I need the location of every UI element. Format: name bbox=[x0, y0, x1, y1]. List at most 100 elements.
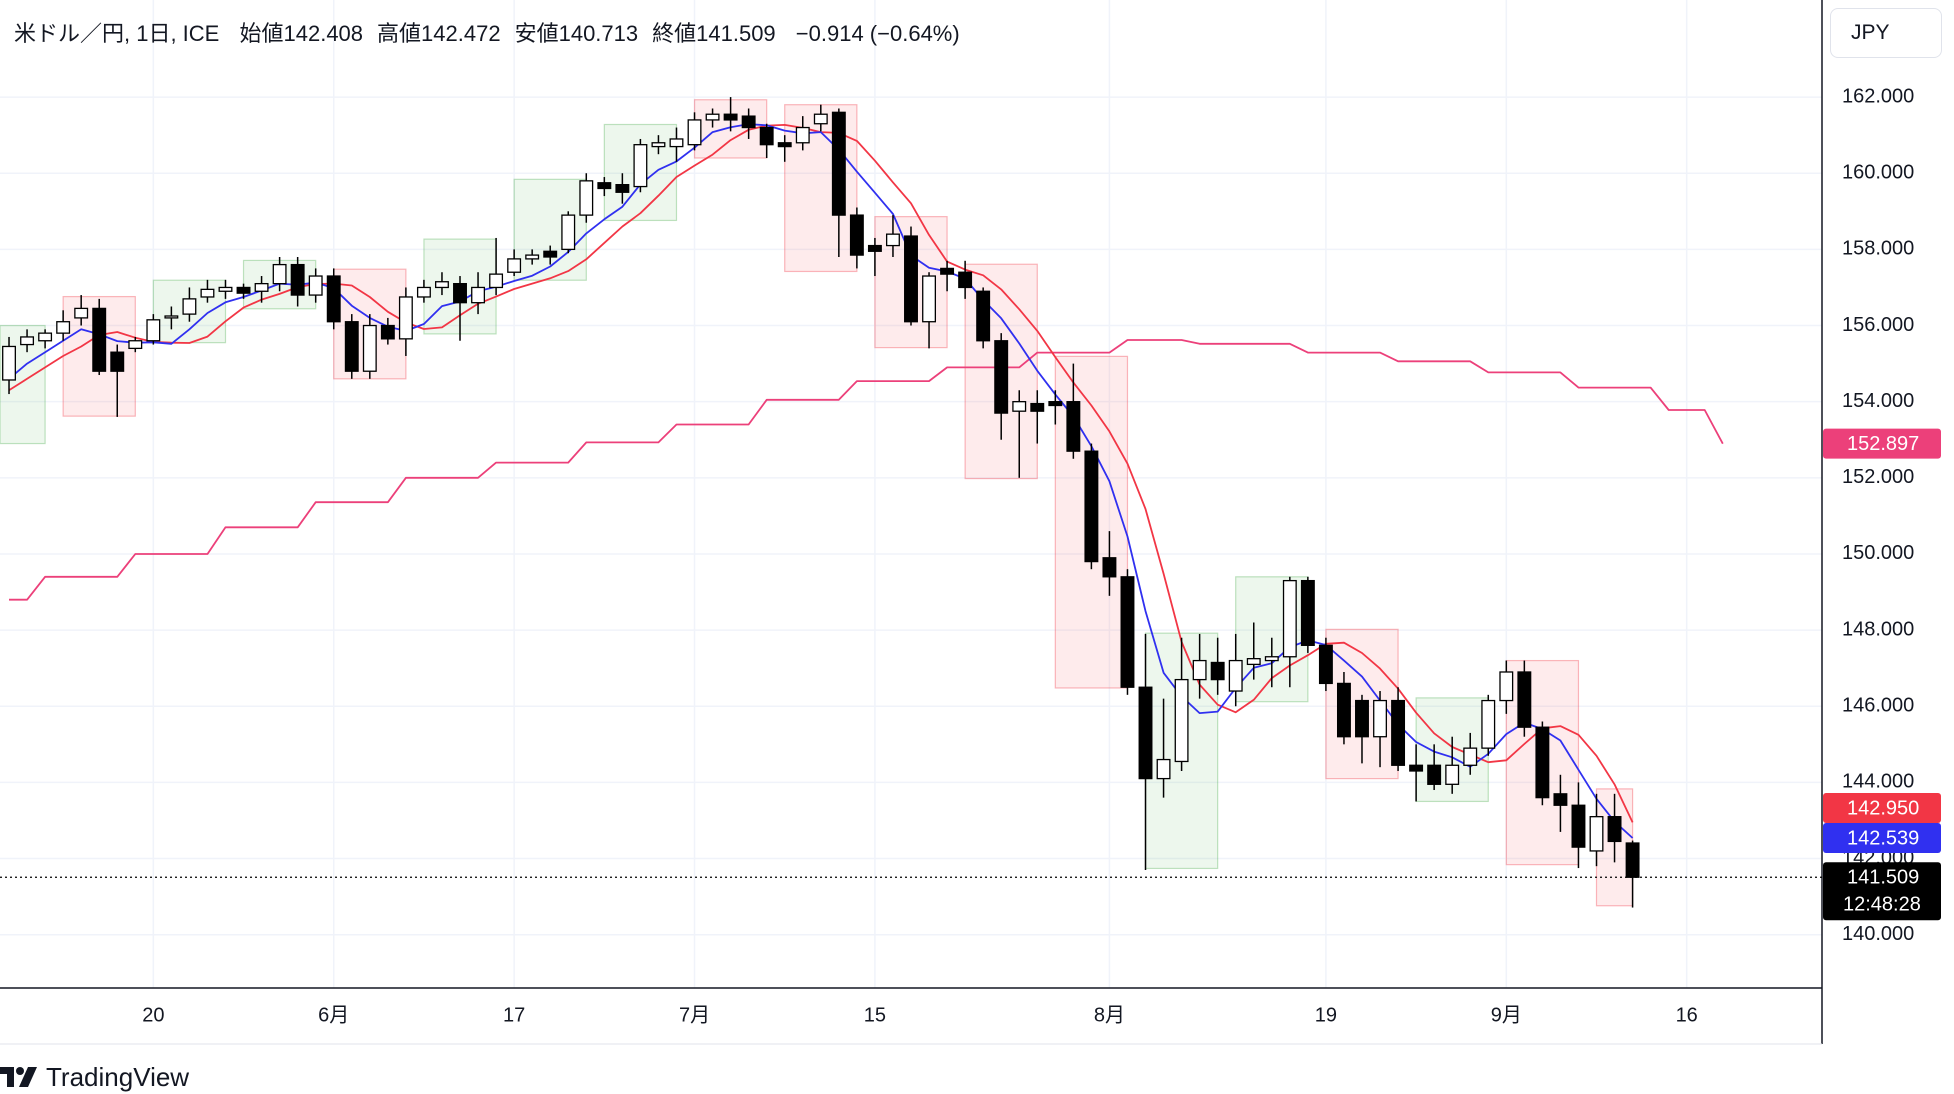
candle-body bbox=[994, 340, 1009, 414]
candle-body bbox=[597, 182, 612, 190]
x-tick-label: 7月 bbox=[679, 1004, 710, 1026]
field-label: 高値 bbox=[377, 21, 422, 46]
candle-body bbox=[344, 321, 359, 372]
candle-body bbox=[1445, 764, 1460, 785]
candle-body bbox=[579, 180, 594, 216]
candle-body bbox=[308, 275, 323, 296]
candle-body bbox=[1066, 401, 1081, 452]
candle-body bbox=[471, 286, 486, 304]
candle-body bbox=[1282, 579, 1297, 658]
y-tick-label: 148.000 bbox=[1842, 618, 1914, 640]
field-value: 140.713 bbox=[558, 21, 639, 46]
candle-body bbox=[759, 126, 774, 146]
ohlc-fields: 始値142.408 高値142.472 安値140.713 終値141.509 bbox=[225, 21, 775, 46]
x-tick-label: 6月 bbox=[318, 1004, 349, 1026]
field-label: 始値 bbox=[239, 21, 284, 46]
candle-body bbox=[1048, 401, 1063, 407]
brand-logo bbox=[0, 1067, 37, 1087]
field-value: 142.472 bbox=[421, 21, 501, 46]
candle-body bbox=[74, 307, 89, 319]
candle-body bbox=[1300, 579, 1315, 646]
candle-body bbox=[1030, 402, 1045, 412]
field-value: 142.408 bbox=[283, 21, 364, 46]
candle-body bbox=[416, 286, 431, 298]
candle-body bbox=[380, 324, 395, 340]
brand-name: TradingView bbox=[46, 1061, 190, 1092]
candle-body bbox=[254, 282, 269, 292]
candle-body bbox=[885, 233, 900, 247]
candle-body bbox=[453, 282, 467, 304]
candle-body bbox=[435, 281, 449, 289]
weekly-range bbox=[513, 178, 587, 281]
candle-body bbox=[1391, 699, 1406, 766]
candle-body bbox=[1427, 764, 1442, 785]
candle-body bbox=[56, 321, 71, 334]
price-badge-label: 142.950 bbox=[1847, 797, 1919, 819]
candle-body bbox=[1499, 671, 1514, 702]
candle-body bbox=[1120, 576, 1135, 688]
candle-body bbox=[958, 271, 973, 289]
y-tick-label: 158.000 bbox=[1842, 238, 1914, 260]
candle-body bbox=[326, 275, 341, 323]
candle-body bbox=[1463, 747, 1478, 766]
price-badge bbox=[1823, 862, 1941, 921]
candle-body bbox=[218, 286, 233, 292]
x-tick-label: 8月 bbox=[1094, 1004, 1125, 1026]
y-tick-label: 160.000 bbox=[1842, 162, 1914, 184]
y-tick-label: 156.000 bbox=[1842, 314, 1914, 336]
candle-body bbox=[813, 113, 828, 125]
candle-body bbox=[489, 273, 504, 289]
candle-body bbox=[1481, 699, 1496, 749]
y-tick-label: 150.000 bbox=[1842, 542, 1914, 564]
candle-body bbox=[723, 113, 738, 121]
candle-body bbox=[200, 288, 215, 298]
candle-body bbox=[1409, 764, 1424, 772]
weekly-layer bbox=[0, 99, 1634, 907]
candle-body bbox=[940, 267, 955, 275]
candle-body bbox=[1535, 726, 1550, 799]
symbol-header: 米ドル／円, 1日, ICE 始値142.408 高値142.472 安値140.7… bbox=[14, 16, 960, 48]
field-label: 終値 bbox=[652, 21, 697, 46]
price-badge-label: 141.509 bbox=[1847, 867, 1919, 889]
candle-body bbox=[922, 275, 937, 323]
candle-body bbox=[1102, 557, 1117, 578]
candle-body bbox=[543, 250, 558, 258]
field-value: 141.509 bbox=[696, 21, 776, 46]
candle-body bbox=[1355, 699, 1369, 738]
axis-layer: 140.000142.000144.000146.000148.000150.0… bbox=[0, 0, 1914, 1045]
candle-body bbox=[164, 315, 179, 319]
x-tick-label: 19 bbox=[1315, 1004, 1337, 1026]
countdown: 12:48:28 bbox=[1843, 894, 1921, 916]
candle-body bbox=[1264, 656, 1279, 662]
candle-body bbox=[146, 319, 161, 342]
x-tick-label: 20 bbox=[142, 1004, 164, 1026]
currency-button[interactable]: JPY bbox=[1830, 8, 1942, 58]
candle-body bbox=[272, 263, 287, 285]
candle-body bbox=[1012, 401, 1027, 412]
x-tick-label: 9月 bbox=[1491, 1004, 1522, 1026]
candle-body bbox=[110, 351, 125, 372]
symbol: 米ドル／円, 1日, ICE bbox=[14, 21, 220, 46]
candle-body bbox=[182, 298, 197, 315]
candle-body bbox=[795, 126, 810, 144]
candle-body bbox=[561, 214, 576, 251]
candle-body bbox=[867, 244, 882, 252]
price-badge bbox=[1823, 823, 1941, 854]
candle-body bbox=[1210, 661, 1225, 681]
candle-body bbox=[669, 138, 684, 148]
candle-body bbox=[1318, 644, 1333, 685]
price-badge bbox=[1823, 793, 1941, 824]
weekly-range bbox=[0, 324, 46, 445]
candle-body bbox=[1373, 699, 1387, 738]
candle-body bbox=[1084, 450, 1099, 563]
candle-body bbox=[849, 214, 864, 256]
candle-body bbox=[904, 235, 918, 323]
candle-body bbox=[128, 340, 143, 350]
y-tick-label: 154.000 bbox=[1842, 390, 1914, 412]
y-tick-label: 162.000 bbox=[1842, 85, 1914, 107]
x-tick-label: 15 bbox=[864, 1004, 886, 1026]
candle-body bbox=[1246, 658, 1261, 666]
price-badge-label: 152.897 bbox=[1847, 433, 1919, 455]
candle-body bbox=[1228, 659, 1243, 692]
